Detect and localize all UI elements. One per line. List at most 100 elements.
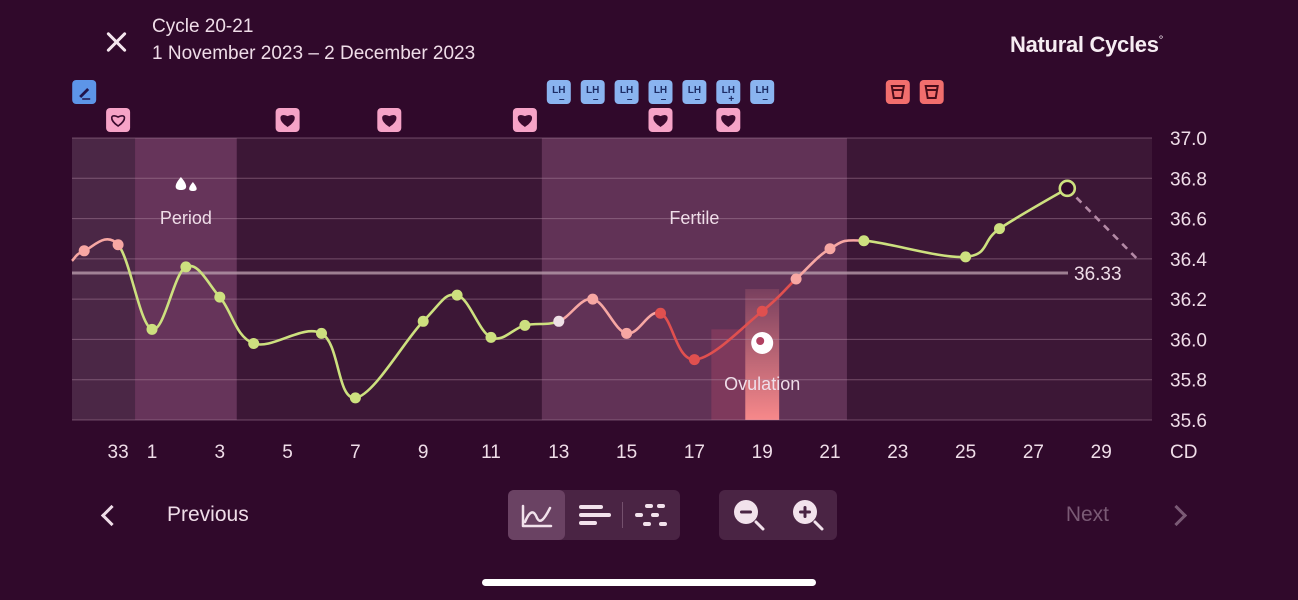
temperature-point: [960, 251, 972, 263]
zoom-out-icon: [733, 500, 764, 531]
lh-minus-sign: –: [593, 94, 599, 105]
next-label: Next: [1065, 503, 1109, 526]
temperature-point: [485, 331, 497, 343]
previous-cycle-band: [72, 138, 136, 420]
temperature-chart[interactable]: 37.036.836.636.436.236.035.835.633 1 3 5 7 9 1…: [0, 0, 1298, 480]
lh-text: LH: [654, 85, 667, 96]
page-title: Cycle 20-21: [152, 16, 254, 37]
temperature-point: [451, 289, 463, 301]
lh-negative-badge: [682, 80, 707, 104]
temperature-point: [316, 327, 327, 339]
period-label: Period: [160, 208, 212, 228]
scatter-view-button[interactable]: [622, 490, 679, 540]
test-badge: [885, 80, 910, 104]
prediction-line: [1066, 187, 1139, 260]
y-tick-label: 36.4: [1170, 250, 1207, 271]
lh-minus-sign: –: [695, 94, 701, 105]
previous-button[interactable]: Previous: [96, 490, 249, 540]
zoom-in-icon: [792, 500, 823, 531]
chevron-right-icon: [1165, 504, 1188, 526]
x-tick-label: 25: [955, 442, 976, 463]
lh-negative-badge: [648, 80, 673, 104]
x-tick-label: 1: [147, 442, 158, 463]
zoom-controls: [719, 490, 837, 540]
cup-icon: [890, 85, 905, 99]
temperature-point: [756, 305, 768, 317]
y-tick-label: 36.6: [1170, 210, 1207, 231]
x-axis-label: CD: [1170, 442, 1197, 463]
lh-negative-badge: [614, 80, 639, 104]
temperature-line-segment: [355, 320, 425, 400]
temperature-point: [824, 243, 836, 255]
temperature-line-segment: [863, 239, 966, 259]
temperature-point: [553, 315, 565, 327]
temperature-line-segment: [694, 310, 764, 361]
temperature-point: [248, 337, 260, 349]
lh-negative-badge: [546, 80, 571, 104]
lh-plus-sign: +: [728, 94, 734, 105]
heart-filled-icon: [382, 115, 397, 127]
temperature-point: [858, 235, 870, 247]
x-tick-label: 13: [548, 442, 569, 463]
lh-text: LH: [756, 85, 769, 96]
brand-logo: Natural Cycles°: [1010, 32, 1163, 58]
x-tick-label: 23: [887, 442, 908, 463]
temperature-point: [790, 273, 802, 285]
heart-outline-icon: [110, 115, 126, 127]
heart-filled-icon: [721, 115, 736, 127]
period-band: [135, 138, 237, 420]
temperature-line-segment: [253, 330, 323, 346]
test-badge: [919, 80, 944, 104]
lh-text: LH: [620, 85, 633, 96]
temperature-point: [78, 245, 90, 257]
temperature-point: [112, 239, 124, 251]
brand-name: Natural Cycles: [1010, 32, 1159, 57]
zoom-in-button[interactable]: [778, 490, 837, 540]
temperature-point: [587, 293, 599, 305]
y-tick-label: 35.8: [1170, 371, 1207, 392]
temperature-point: [146, 323, 158, 335]
drops-icon: [175, 177, 197, 191]
heart-filled-icon: [280, 115, 295, 127]
scatter-icon: [634, 504, 667, 526]
heart-filled-icon: [653, 115, 668, 127]
heart-filled-icon: [517, 115, 533, 127]
ovulation-label: Ovulation: [724, 374, 800, 394]
temperature-point: [519, 319, 531, 331]
cup-icon: [924, 85, 939, 99]
temperature-point: [621, 327, 633, 339]
line-graph-view-button[interactable]: [508, 490, 565, 540]
bars-view-button[interactable]: [565, 490, 622, 540]
ovulation-band-shadow: [711, 329, 746, 420]
x-tick-label: 5: [282, 442, 293, 463]
fertile-label: Fertile: [669, 208, 719, 228]
zoom-out-button[interactable]: [719, 490, 778, 540]
cycle-date-range: 1 November 2023 – 2 December 2023: [152, 43, 476, 64]
y-tick-label: 36.8: [1170, 169, 1207, 190]
lh-negative-badge: [580, 80, 605, 104]
lh-text: LH: [586, 85, 599, 96]
temperature-point: [349, 392, 361, 404]
temperature-point: [180, 261, 192, 273]
previous-label: Previous: [167, 503, 249, 526]
lh-minus-sign: –: [762, 94, 768, 105]
pencil-icon: [79, 88, 90, 98]
lh-negative-badge: [750, 80, 775, 104]
y-tick-label: 36.0: [1170, 330, 1207, 351]
x-tick-label: 15: [616, 442, 637, 463]
line-graph-icon: [521, 504, 552, 528]
home-indicator[interactable]: [482, 579, 816, 586]
next-button[interactable]: Next: [1066, 490, 1192, 540]
lh-minus-sign: –: [627, 94, 633, 105]
x-tick-label: 9: [418, 442, 429, 463]
lh-minus-sign: –: [661, 94, 667, 105]
x-tick-label: 21: [819, 442, 840, 463]
x-tick-label: 33: [108, 442, 129, 463]
x-tick-label: 29: [1091, 442, 1112, 463]
lh-minus-sign: –: [559, 94, 565, 105]
lh-text: LH: [688, 85, 701, 96]
y-tick-label: 35.6: [1170, 411, 1207, 432]
x-tick-label: 19: [752, 442, 773, 463]
temperature-point: [655, 307, 666, 319]
heart-outline-badge: [106, 108, 131, 132]
